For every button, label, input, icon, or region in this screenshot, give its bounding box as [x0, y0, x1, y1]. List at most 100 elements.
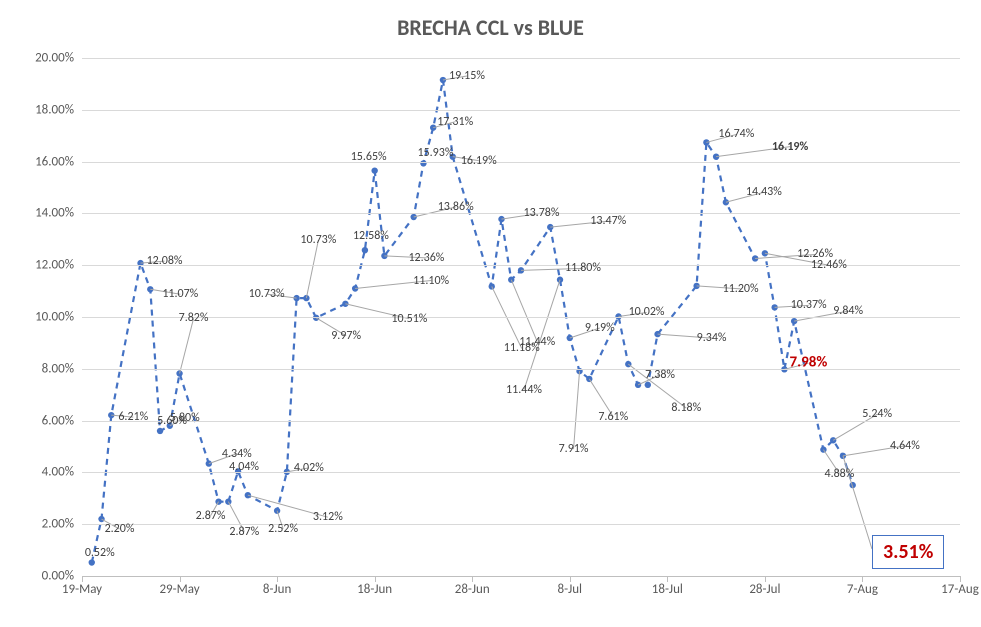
data-label: 10.37%	[791, 299, 827, 311]
data-label: 7.82%	[179, 312, 209, 324]
data-label: 12.46%	[811, 259, 847, 271]
y-axis-tick-label: 14.00%	[35, 206, 82, 221]
y-axis-tick-label: 10.00%	[35, 310, 82, 325]
leader-line	[180, 318, 194, 373]
data-point	[89, 559, 95, 565]
leader-line	[511, 280, 537, 342]
data-label: 5.24%	[862, 408, 892, 420]
leader-line	[306, 240, 318, 298]
grid-line	[82, 421, 960, 422]
data-point	[362, 247, 368, 253]
grid-line	[82, 162, 960, 163]
y-axis-tick-label: 2.00%	[42, 517, 82, 532]
data-label: 10.73%	[249, 288, 285, 300]
data-label: 13.78%	[524, 207, 560, 219]
y-axis-tick-label: 4.00%	[42, 465, 82, 480]
plot-area: 0.00%2.00%4.00%6.00%8.00%10.00%12.00%14.…	[82, 58, 960, 576]
data-label: 16.19%	[461, 155, 497, 167]
x-axis-tick-label: 7-Aug	[847, 576, 878, 597]
data-label: 2.52%	[268, 523, 298, 535]
data-label: 10.51%	[391, 313, 427, 325]
grid-line	[82, 213, 960, 214]
x-axis-tick-label: 28-Jul	[749, 576, 780, 597]
x-axis-tick-label: 29-May	[159, 576, 199, 597]
x-axis-tick-label: 8-Jun	[263, 576, 291, 597]
data-label: 5.80%	[170, 412, 200, 424]
grid-line	[82, 110, 960, 111]
data-label: 9.34%	[697, 332, 727, 344]
data-label: 2.20%	[105, 523, 135, 535]
data-label: 17.31%	[437, 116, 473, 128]
data-point	[557, 277, 563, 283]
y-axis-tick-label: 18.00%	[35, 102, 82, 117]
data-point	[342, 301, 348, 307]
data-label: 16.74%	[718, 128, 754, 140]
grid-line	[82, 524, 960, 525]
data-point	[645, 382, 651, 388]
data-label: 9.97%	[331, 330, 361, 342]
y-axis-tick-label: 20.00%	[35, 51, 82, 66]
leader-line	[574, 371, 580, 449]
grid-line	[82, 369, 960, 370]
data-label: 19.15%	[449, 70, 485, 82]
data-label: 8.18%	[671, 402, 701, 414]
data-label: 15.65%	[351, 151, 387, 163]
data-label: 3.12%	[313, 511, 343, 523]
x-axis-tick-label: 28-Jun	[455, 576, 490, 597]
data-label: 2.87%	[229, 526, 259, 538]
data-point	[245, 492, 251, 498]
data-label: 11.44%	[519, 336, 555, 348]
data-label: 10.73%	[300, 234, 336, 246]
data-point	[371, 167, 377, 173]
data-label: 9.19%	[585, 322, 615, 334]
data-label: 4.04%	[229, 461, 259, 473]
data-label: 4.34%	[222, 448, 252, 460]
grid-line	[82, 317, 960, 318]
data-label: 7.98%	[790, 356, 828, 371]
data-label: 13.47%	[590, 215, 626, 227]
data-label: 11.20%	[723, 283, 759, 295]
chart-title: BRECHA CCL vs BLUE	[0, 14, 981, 41]
data-label: 7.61%	[598, 411, 628, 423]
data-point	[508, 277, 514, 283]
y-axis-tick-label: 16.00%	[35, 154, 82, 169]
data-label: 10.02%	[629, 306, 665, 318]
data-label: 11.07%	[162, 288, 198, 300]
data-label: 11.44%	[506, 384, 542, 396]
data-label: 12.36%	[408, 252, 444, 264]
data-point	[489, 283, 495, 289]
data-label: 15.93%	[417, 147, 453, 159]
data-label: 16.19%	[772, 141, 808, 153]
data-point	[703, 139, 709, 145]
data-label: 11.10%	[413, 275, 449, 287]
data-label: 7.38%	[645, 369, 675, 381]
x-axis-tick-label: 8-Jul	[558, 576, 583, 597]
y-axis-tick-label: 6.00%	[42, 413, 82, 428]
data-label: 14.43%	[746, 186, 782, 198]
chart-container: BRECHA CCL vs BLUE 0.00%2.00%4.00%6.00%8…	[0, 0, 981, 627]
data-point	[430, 124, 436, 130]
data-label: 9.84%	[833, 305, 863, 317]
data-point	[157, 428, 163, 434]
data-label: 4.88%	[824, 468, 854, 480]
callout-value: 3.51%	[872, 535, 944, 569]
data-label: 0.52%	[85, 547, 115, 559]
grid-line	[82, 58, 960, 59]
data-label: 12.08%	[147, 255, 183, 267]
x-axis-tick-label: 18-Jul	[652, 576, 683, 597]
x-axis-tick-label: 18-Jun	[357, 576, 392, 597]
data-label: 4.64%	[890, 440, 920, 452]
x-axis-line	[82, 576, 960, 577]
y-axis-tick-label: 8.00%	[42, 361, 82, 376]
data-label: 6.21%	[118, 411, 148, 423]
y-axis-tick-label: 12.00%	[35, 258, 82, 273]
data-label: 4.02%	[294, 462, 324, 474]
data-label: 7.91%	[559, 443, 589, 455]
data-label: 13.86%	[438, 201, 474, 213]
x-axis-tick-label: 19-May	[62, 576, 102, 597]
x-axis-tick-label: 17-Aug	[941, 576, 979, 597]
data-label: 11.80%	[565, 262, 601, 274]
data-point	[820, 446, 826, 452]
data-label: 2.87%	[196, 510, 226, 522]
data-label: 12.58%	[353, 230, 389, 242]
